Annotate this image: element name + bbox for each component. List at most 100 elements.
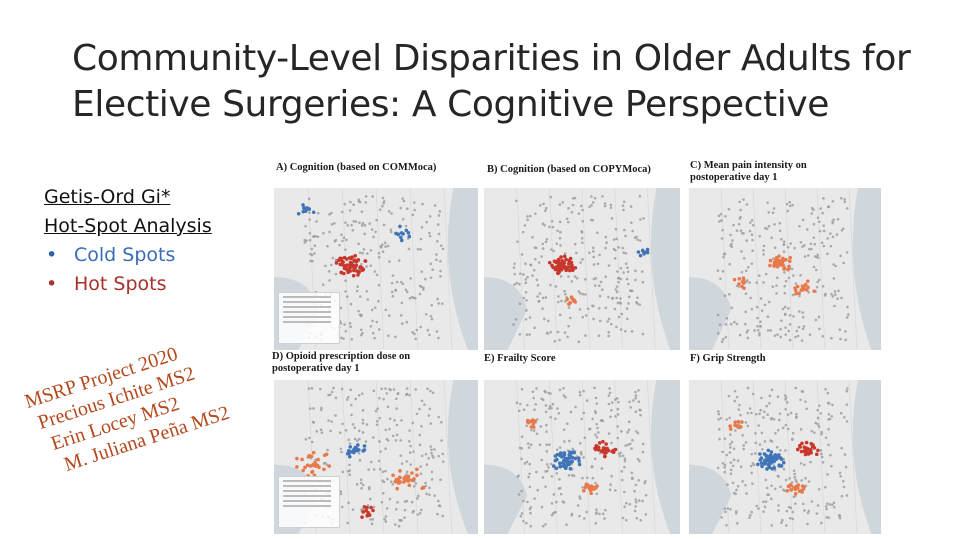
neutral-dot: [529, 443, 533, 447]
neutral-dot: [819, 449, 823, 452]
neutral-dot: [409, 277, 412, 280]
neutral-dot: [846, 387, 849, 390]
neutral-dot: [352, 203, 355, 207]
neutral-dot: [824, 436, 828, 439]
hotspot-dot: [781, 460, 786, 465]
neutral-dot: [770, 440, 774, 443]
neutral-dot: [607, 432, 611, 435]
hotspot-dot: [728, 427, 733, 431]
neutral-dot: [616, 407, 620, 411]
neutral-dot: [724, 335, 728, 339]
hotspot-dot: [395, 486, 399, 491]
neutral-dot: [579, 441, 582, 445]
neutral-dot: [838, 471, 842, 475]
neutral-dot: [777, 504, 780, 507]
neutral-dot: [570, 280, 574, 283]
neutral-dot: [371, 195, 374, 198]
neutral-dot: [523, 462, 527, 465]
hotspot-dot: [404, 228, 409, 233]
neutral-dot: [410, 500, 414, 504]
hotspot-dot: [557, 461, 562, 466]
neutral-dot: [405, 470, 409, 474]
neutral-dot: [799, 273, 802, 277]
neutral-dot: [303, 238, 307, 242]
hotspot-dot: [420, 486, 424, 491]
neutral-dot: [801, 502, 805, 506]
hotspot-dot: [779, 457, 784, 461]
neutral-dot: [732, 458, 736, 462]
neutral-dot: [781, 307, 785, 311]
neutral-dot: [394, 438, 398, 442]
ocean-water: [852, 188, 881, 350]
hotspot-dot: [571, 299, 576, 303]
neutral-dot: [762, 244, 766, 248]
neutral-dot: [817, 488, 821, 491]
bullet-icon: •: [46, 273, 58, 295]
hotspot-dot: [303, 465, 307, 470]
neutral-dot: [550, 219, 554, 223]
neutral-dot: [378, 208, 382, 212]
neutral-dot: [429, 445, 433, 448]
hotspot-dot: [768, 263, 772, 268]
neutral-dot: [822, 197, 825, 200]
neutral-dot: [377, 299, 380, 303]
neutral-dot: [756, 324, 759, 328]
hotspot-dot: [324, 452, 329, 457]
neutral-dot: [721, 461, 725, 465]
neutral-dot: [589, 218, 593, 222]
neutral-dot: [419, 248, 422, 251]
neutral-dot: [355, 483, 359, 486]
neutral-dot: [831, 295, 835, 298]
neutral-dot: [625, 277, 629, 281]
neutral-dot: [439, 269, 442, 273]
neutral-dot: [616, 413, 620, 416]
neutral-dot: [607, 330, 611, 334]
neutral-dot: [525, 424, 529, 428]
neutral-dot: [820, 241, 824, 244]
neutral-dot: [622, 208, 625, 212]
neutral-dot: [621, 454, 625, 458]
neutral-dot: [340, 450, 343, 454]
neutral-dot: [308, 407, 312, 410]
neutral-dot: [781, 518, 784, 522]
neutral-dot: [845, 420, 849, 423]
hotspot-dot: [362, 504, 367, 509]
neutral-dot: [350, 337, 354, 341]
neutral-dot: [807, 290, 811, 294]
neutral-dot: [766, 315, 770, 319]
neutral-dot: [567, 324, 570, 328]
hotspot-dot: [765, 467, 769, 471]
neutral-dot: [763, 410, 766, 414]
neutral-dot: [544, 410, 548, 414]
neutral-dot: [584, 334, 587, 337]
neutral-dot: [387, 314, 391, 317]
neutral-dot: [765, 404, 769, 408]
neutral-dot: [581, 315, 584, 319]
neutral-dot: [821, 285, 825, 288]
hotspot-dot: [348, 445, 353, 449]
neutral-dot: [585, 510, 588, 514]
neutral-dot: [773, 487, 777, 491]
neutral-dot: [639, 413, 642, 417]
neutral-dot: [386, 244, 390, 248]
neutral-dot: [794, 502, 797, 505]
neutral-dot: [586, 307, 590, 311]
neutral-dot: [358, 437, 361, 441]
neutral-dot: [759, 320, 762, 324]
neutral-dot: [720, 219, 723, 222]
neutral-dot: [626, 266, 629, 269]
hotspot-dot: [809, 441, 814, 446]
neutral-dot: [549, 415, 552, 419]
neutral-dot: [827, 412, 831, 416]
hotspot-dot: [361, 510, 366, 514]
neutral-dot: [783, 271, 786, 274]
neutral-dot: [831, 503, 834, 506]
neutral-dot: [393, 523, 397, 526]
neutral-dot: [594, 512, 598, 515]
neutral-dot: [513, 283, 516, 286]
neutral-dot: [348, 463, 351, 467]
neutral-dot: [750, 411, 753, 415]
neutral-dot: [727, 293, 731, 296]
neutral-dot: [526, 500, 529, 504]
neutral-dot: [372, 468, 376, 471]
